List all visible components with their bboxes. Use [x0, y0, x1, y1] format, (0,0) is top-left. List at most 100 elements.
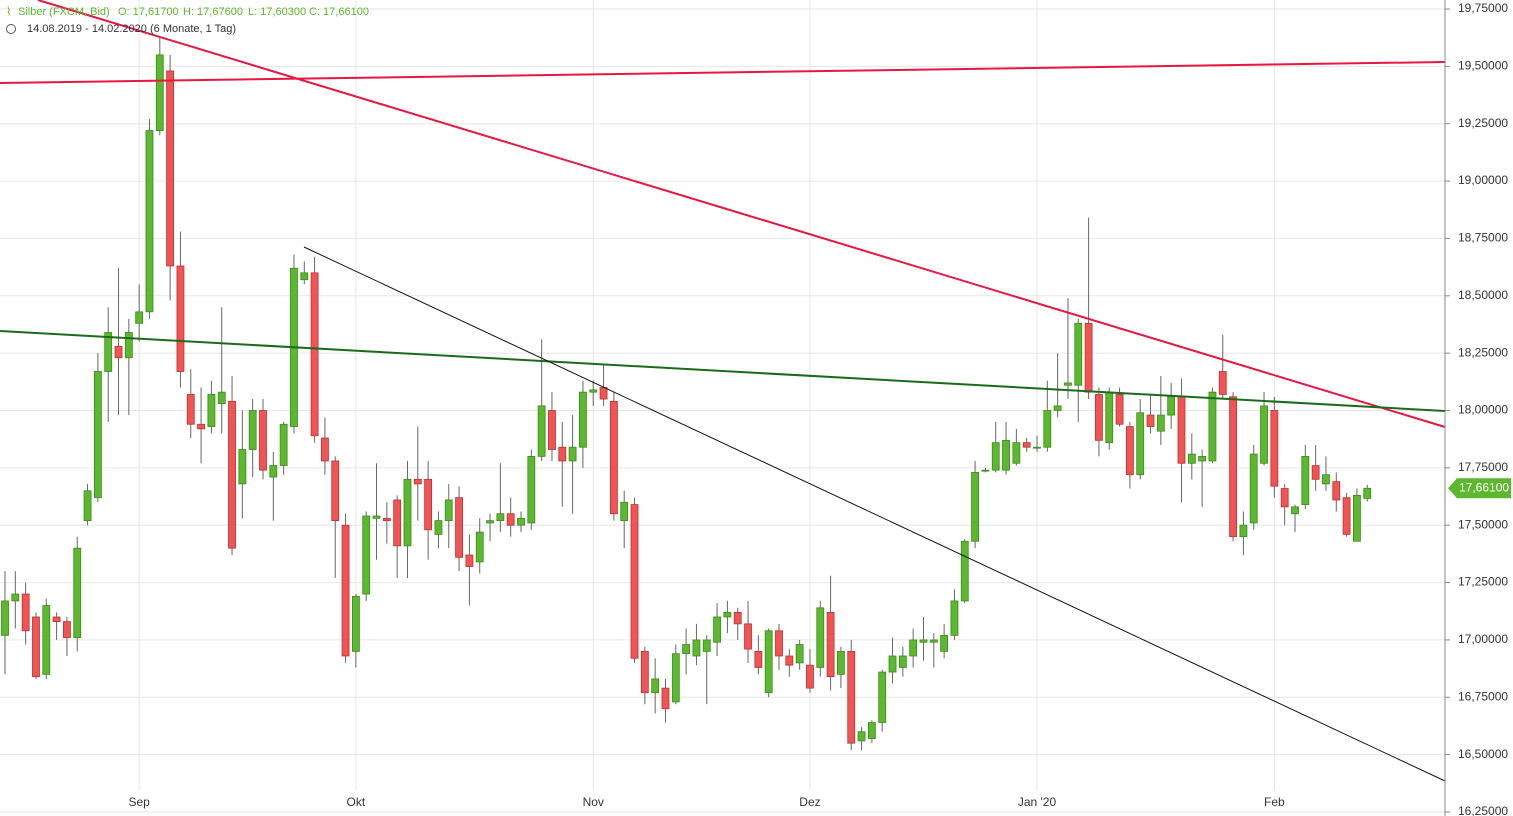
candle-body: [1260, 405, 1268, 464]
candle-body: [1301, 455, 1310, 505]
candle-body: [248, 410, 257, 450]
candle-body: [1322, 474, 1330, 485]
candle-body: [496, 513, 505, 522]
candle-body: [300, 272, 309, 281]
candle-body: [733, 611, 742, 625]
candle-body: [52, 616, 61, 622]
candle-body: [599, 387, 608, 400]
y-tick-label: 17,00000: [1458, 632, 1508, 646]
ohlc-label: H: 17,67600: [183, 6, 243, 18]
drawings: [0, 0, 1446, 782]
candle-body: [1291, 506, 1299, 515]
y-tick-label: 19,50000: [1458, 59, 1508, 73]
price-marker-label: 17,66100: [1459, 480, 1509, 494]
y-tick-label: 16,75000: [1458, 689, 1508, 703]
y-tick-label: 17,25000: [1458, 575, 1508, 589]
candle-body: [692, 639, 701, 657]
candle-body: [640, 651, 649, 694]
candle-body: [527, 455, 536, 524]
y-tick-label: 19,25000: [1458, 116, 1508, 130]
candle-body: [723, 611, 732, 618]
candle-body: [857, 731, 866, 742]
candle-body: [176, 265, 185, 372]
candle-body: [867, 722, 876, 739]
candle-body: [166, 70, 175, 267]
date-range: 14.08.2019 - 14.02.2020: [27, 23, 147, 35]
candle-body: [506, 513, 515, 526]
candle-body: [1239, 524, 1248, 538]
candle-body: [919, 639, 928, 643]
candle-body: [1064, 382, 1072, 386]
candle-body: [1177, 396, 1186, 464]
trend-line: [303, 246, 1446, 782]
candle-body: [145, 130, 154, 313]
candle-body: [754, 651, 763, 668]
x-tick-label: Feb: [1264, 795, 1285, 809]
x-tick-label: Nov: [583, 795, 604, 809]
candle-body: [424, 478, 433, 531]
candle-body: [486, 520, 494, 524]
candle-body: [960, 540, 969, 602]
candle-body: [558, 446, 567, 462]
candle-body: [775, 630, 783, 657]
candle-body: [517, 517, 525, 526]
trend-line: [0, 61, 1446, 84]
candles: [1, 36, 1372, 751]
candle-body: [1156, 414, 1165, 432]
candle-body: [1208, 391, 1217, 462]
candle-body: [1053, 405, 1062, 411]
candle-body: [548, 410, 556, 450]
y-tick-label: 17,75000: [1458, 460, 1508, 474]
trend-line: [0, 330, 1446, 412]
candle-body: [589, 389, 598, 393]
candle-body: [135, 311, 144, 324]
y-tick-label: 16,25000: [1458, 804, 1508, 816]
candle-body: [1002, 439, 1010, 471]
candle-body: [1125, 426, 1134, 476]
candle-body: [372, 515, 381, 519]
candle-body: [744, 623, 752, 650]
candle-body: [1105, 391, 1114, 444]
ohlc-label: O: 17,61700: [118, 6, 179, 18]
symbol: Silber (FXCM, Bid): [18, 6, 110, 18]
period: (6 Monate, 1 Tag): [150, 23, 236, 35]
candle-body: [981, 469, 990, 472]
candle-body: [950, 600, 959, 636]
candle-body: [826, 611, 835, 678]
candle-body: [73, 547, 82, 639]
candle-body: [207, 394, 216, 427]
x-tick-label: Dez: [799, 795, 820, 809]
header-icon: ⌇: [6, 6, 11, 18]
candle-body: [1342, 497, 1351, 535]
candle-body: [32, 616, 40, 678]
candle-body: [11, 593, 20, 602]
candle-body: [382, 517, 391, 522]
candle-body: [155, 54, 164, 131]
candle-body: [1, 600, 9, 636]
candle-body: [93, 371, 102, 499]
candle-body: [186, 394, 195, 425]
candle-body: [1074, 322, 1083, 386]
candle-body: [1218, 371, 1227, 395]
candle-body: [661, 687, 670, 710]
candle-body: [1363, 487, 1372, 499]
x-tick-label: Sep: [128, 795, 150, 809]
candle-body: [362, 515, 371, 595]
candle-body: [1280, 488, 1289, 508]
candle-body: [331, 460, 340, 522]
candle-body: [1229, 396, 1237, 538]
y-tick-label: 18,25000: [1458, 345, 1508, 359]
y-tick-label: 18,00000: [1458, 403, 1508, 417]
y-tick-label: 19,00000: [1458, 173, 1508, 187]
candle-body: [1146, 414, 1155, 427]
candle-body: [971, 472, 979, 542]
candle-body: [351, 595, 360, 652]
candle-body: [393, 499, 402, 547]
y-tick-label: 16,50000: [1458, 747, 1508, 761]
candle-body: [1332, 481, 1341, 501]
candle-body: [713, 616, 721, 643]
candle-body: [465, 554, 474, 567]
y-tick-label: 18,50000: [1458, 288, 1508, 302]
candle-body: [1198, 455, 1207, 462]
